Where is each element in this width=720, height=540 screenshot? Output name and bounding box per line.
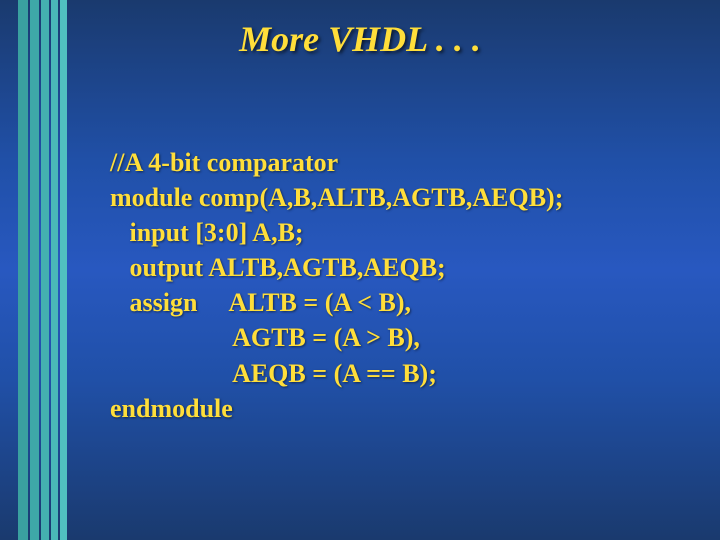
code-line: AEQB = (A == B);: [110, 359, 437, 388]
decorative-stripes: [0, 0, 70, 540]
stripe: [51, 0, 58, 540]
code-line: //A 4-bit comparator: [110, 148, 338, 177]
code-block: //A 4-bit comparator module comp(A,B,ALT…: [110, 145, 563, 426]
code-line: endmodule: [110, 394, 233, 423]
stripe: [18, 0, 28, 540]
code-line: module comp(A,B,ALTB,AGTB,AEQB);: [110, 183, 563, 212]
stripe: [60, 0, 67, 540]
slide-title: More VHDL . . .: [0, 18, 720, 60]
stripe: [41, 0, 49, 540]
code-line: AGTB = (A > B),: [110, 323, 420, 352]
code-line: input [3:0] A,B;: [110, 218, 304, 247]
code-line: assign ALTB = (A < B),: [110, 288, 411, 317]
stripe: [30, 0, 39, 540]
code-line: output ALTB,AGTB,AEQB;: [110, 253, 446, 282]
